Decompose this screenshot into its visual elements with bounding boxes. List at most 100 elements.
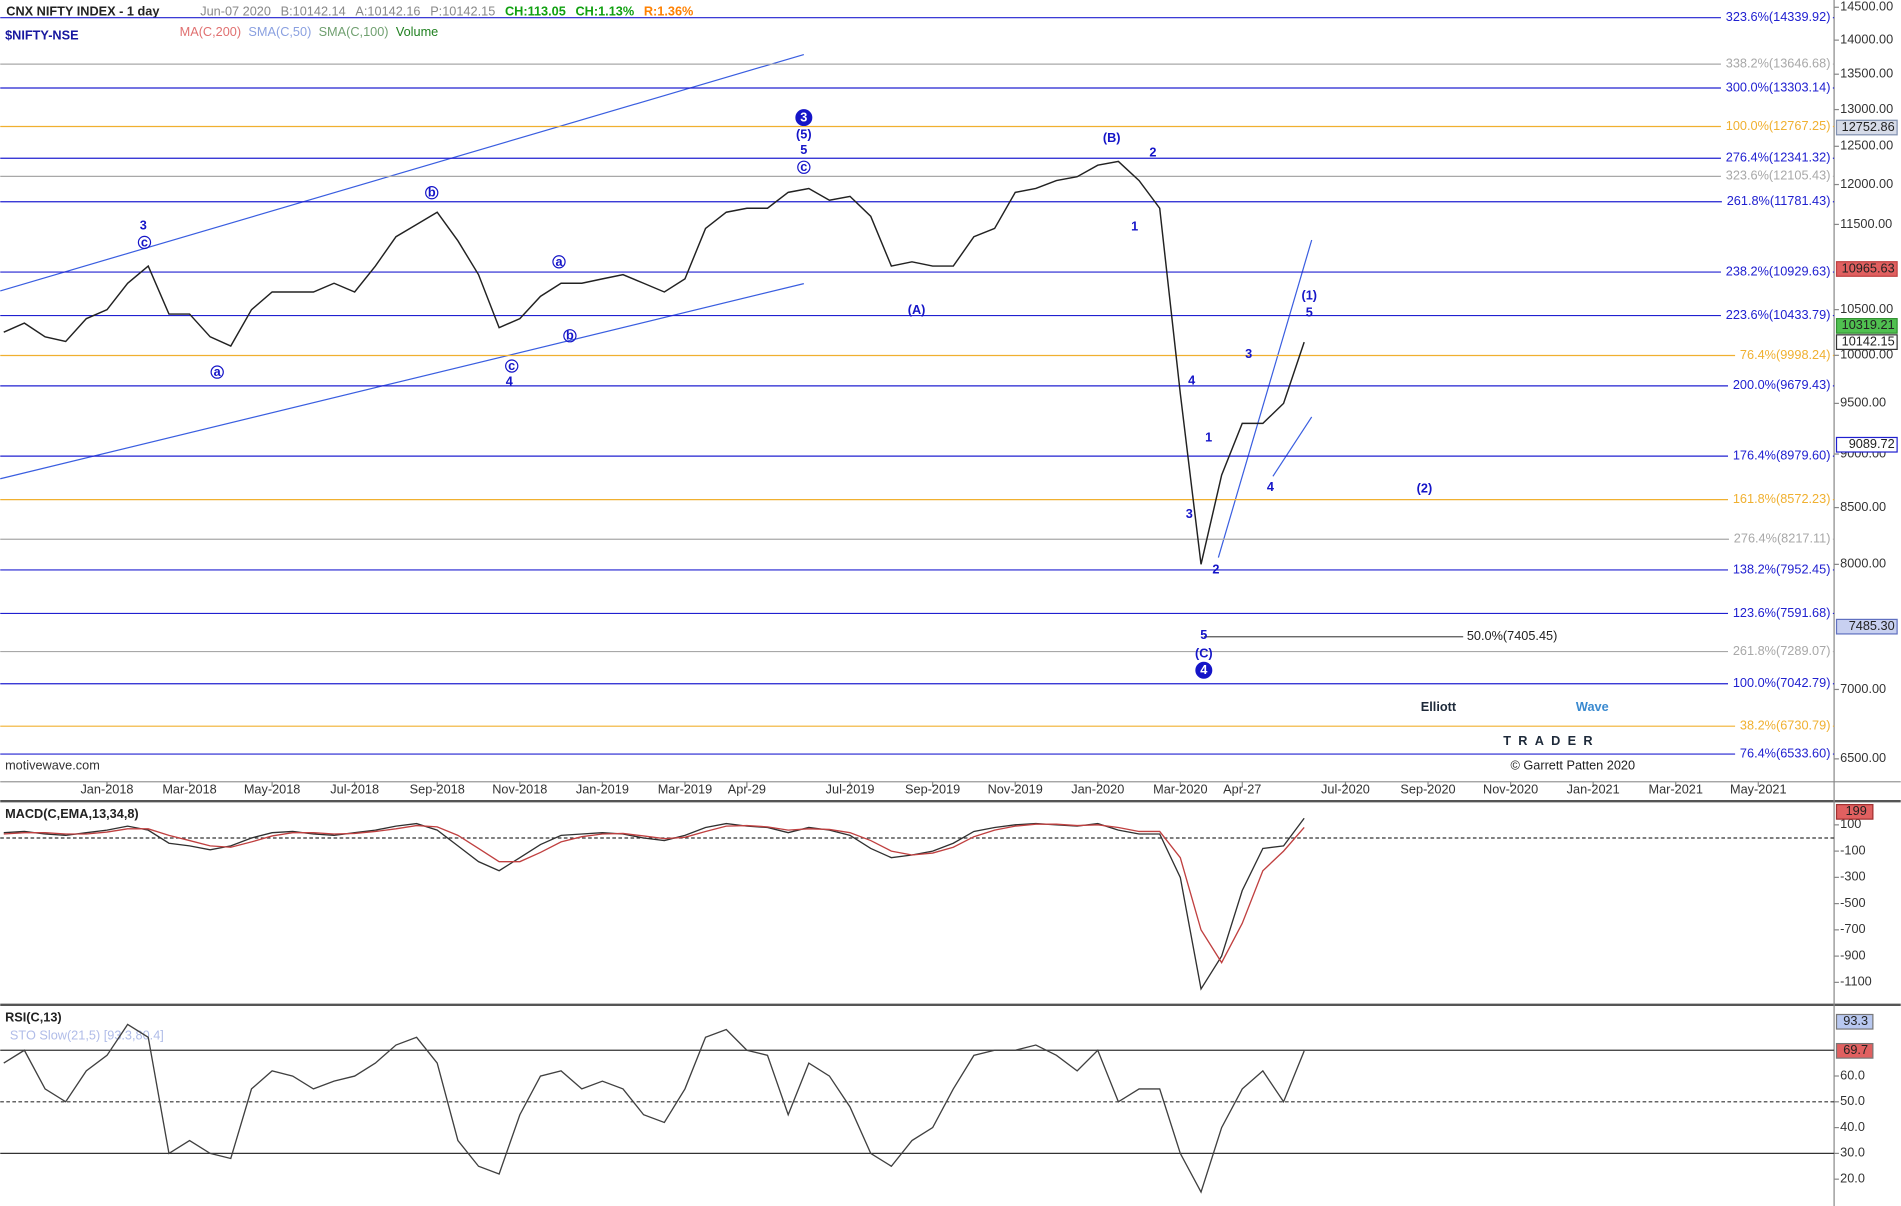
- wave-label: 1: [1131, 219, 1138, 234]
- x-tick-label: Sep-2020: [1400, 782, 1455, 797]
- wave-circle: [795, 109, 813, 127]
- wave-label: 4: [506, 374, 513, 389]
- fib-label: 323.6%(14339.92): [1726, 9, 1831, 24]
- x-tick-label: May-2018: [244, 782, 301, 797]
- logo-word: Elliott: [1421, 699, 1457, 714]
- quote-item: A:10142.16: [355, 3, 420, 18]
- fib-label: 323.6%(12105.43): [1726, 168, 1831, 183]
- fib-label: 100.0%(7042.79): [1733, 675, 1831, 690]
- wave-label: 5: [1200, 627, 1207, 642]
- fib-label: 76.4%(9998.24): [1740, 347, 1831, 362]
- panel-title: RSI(C,13): [5, 1009, 62, 1024]
- footer: motivewave.com: [5, 757, 100, 772]
- price-tag-label: 10319.21: [1842, 317, 1895, 332]
- logo-word: TRADER: [1503, 733, 1600, 748]
- logo-word: Wave: [1576, 699, 1609, 714]
- y-tick-label: -900: [1840, 947, 1865, 962]
- wave-label: (5): [796, 127, 812, 142]
- wave-circle: [797, 160, 811, 174]
- wave-label: 1: [1205, 430, 1212, 445]
- label-bg: [1720, 10, 1833, 25]
- wave-label: 4: [1200, 662, 1207, 677]
- panel-subtitle: STO Slow(21,5) [93.3,80.4]: [10, 1028, 164, 1043]
- label-bg: [1728, 676, 1833, 692]
- fib-label: 223.6%(10433.79): [1726, 307, 1831, 322]
- wave-label: c: [800, 159, 807, 174]
- wave-label: a: [555, 254, 563, 269]
- wave-label: b: [428, 185, 436, 200]
- y-tick-label: 100: [1840, 816, 1861, 831]
- label-bg: [1728, 532, 1833, 547]
- y-tick-label: 7000.00: [1840, 681, 1886, 696]
- y-tick-label: 12000.00: [1840, 176, 1893, 191]
- label-bg: [1720, 169, 1833, 184]
- x-tick-label: Apr-27: [1223, 782, 1261, 797]
- y-tick-label: -700: [1840, 921, 1865, 936]
- y-tick-label: -1100: [1840, 974, 1872, 989]
- fib-label: 176.4%(8979.60): [1733, 448, 1831, 463]
- y-tick-label: 11500.00: [1840, 216, 1892, 231]
- price-tag: [1835, 261, 1898, 277]
- y-tick-label: 40.0: [1840, 1119, 1865, 1134]
- price-tag: [1835, 318, 1898, 334]
- retracement-label: 50.0%(7405.45): [1467, 628, 1558, 643]
- y-tick-label: 10000.00: [1840, 347, 1893, 362]
- y-tick-label: 12500.00: [1840, 138, 1893, 153]
- wave-label: (A): [908, 302, 926, 317]
- y-tick-label: 8000.00: [1840, 556, 1886, 571]
- wave-circle: [1195, 661, 1213, 679]
- price-tag-label: 10142.15: [1842, 333, 1895, 348]
- quote-item: R:1.36%: [644, 3, 693, 18]
- wave-label: (B): [1103, 130, 1121, 145]
- wave-label: 2: [1212, 562, 1219, 577]
- wave-circle: [563, 329, 577, 343]
- x-tick-label: Mar-2020: [1153, 782, 1207, 797]
- x-tick-label: Mar-2021: [1649, 782, 1703, 797]
- wave-circle: [425, 186, 439, 200]
- y-tick-label: 9500.00: [1840, 395, 1886, 410]
- fib-label: 276.4%(12341.32): [1726, 150, 1831, 165]
- label-bg: [1720, 151, 1833, 166]
- wave-label: 3: [140, 217, 147, 232]
- wave-circle: [552, 255, 566, 269]
- price-tag-label: 7485.30: [1849, 618, 1895, 633]
- label-bg: [1720, 264, 1833, 280]
- trend-line: [1217, 239, 1313, 558]
- fib-label: 200.0%(9679.43): [1733, 377, 1831, 392]
- wave-label: c: [141, 234, 148, 249]
- x-tick-label: Mar-2018: [162, 782, 216, 797]
- wave-label: 2: [1149, 145, 1156, 160]
- label-bg: [1728, 562, 1833, 578]
- x-tick-label: Jul-2018: [330, 782, 379, 797]
- y-tick-label: 10500.00: [1840, 301, 1893, 316]
- label-bg: [1728, 448, 1833, 464]
- wave-label: (2): [1417, 480, 1433, 495]
- y-tick-label: 13000.00: [1840, 101, 1893, 116]
- x-tick-label: Apr-29: [728, 782, 766, 797]
- price-tag: [1835, 618, 1898, 635]
- fib-label: 38.2%(6730.79): [1740, 718, 1831, 733]
- value-tag-label: 199: [1846, 803, 1867, 818]
- quote-item: Jun-07 2020: [200, 3, 271, 18]
- wave-label: 5: [1306, 305, 1313, 320]
- x-tick-label: Jan-2020: [1071, 782, 1124, 797]
- x-tick-label: Jan-2019: [576, 782, 629, 797]
- wave-label: 4: [1267, 479, 1274, 494]
- y-tick-label: 6500.00: [1840, 750, 1886, 765]
- chart-title: CNX NIFTY INDEX - 1 day: [6, 3, 159, 18]
- price-tag-label: 12752.86: [1842, 119, 1895, 134]
- fib-label: 138.2%(7952.45): [1733, 561, 1831, 576]
- price-tag: [1835, 119, 1898, 136]
- fib-label: 338.2%(13646.68): [1726, 55, 1831, 70]
- wave-label: c: [508, 358, 515, 373]
- price-tag-label: 10965.63: [1842, 260, 1895, 275]
- quote-item: P:10142.15: [430, 3, 495, 18]
- price-tag: [1835, 334, 1898, 350]
- x-tick-label: Sep-2019: [905, 782, 960, 797]
- wave-label: b: [566, 328, 574, 343]
- y-tick-label: -100: [1840, 842, 1865, 857]
- indicator-label: MA(C,200): [180, 24, 242, 39]
- label-bg: [1720, 56, 1833, 72]
